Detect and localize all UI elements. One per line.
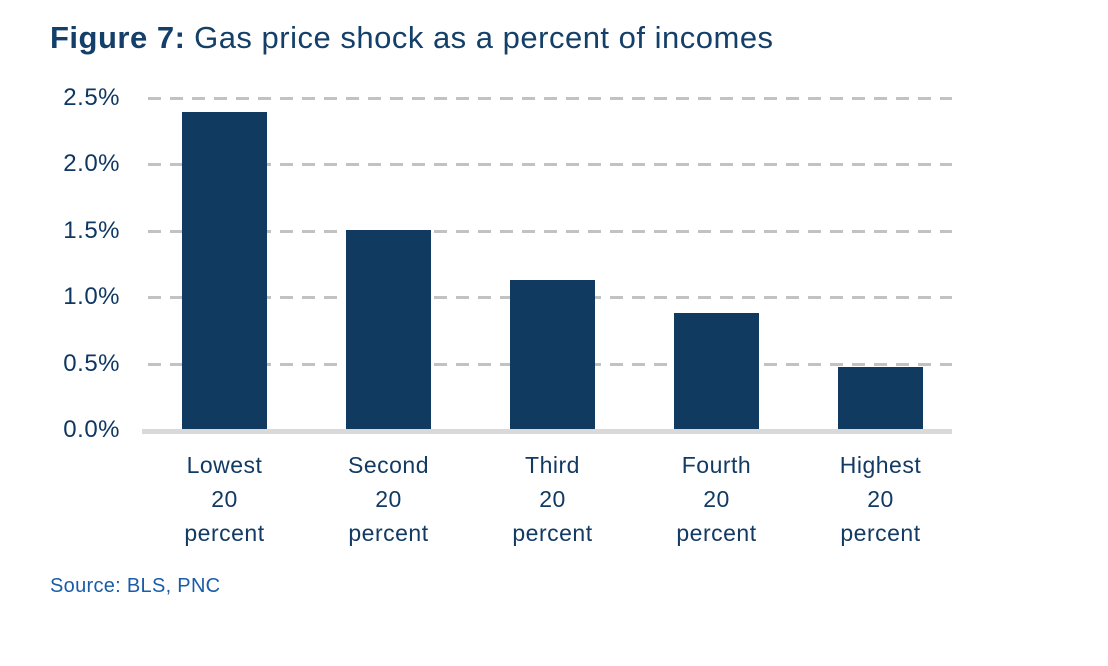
chart-title-prefix: Figure 7: [50,20,186,55]
x-category-label-1: Lowest 20 percent [184,448,264,550]
bar-4 [674,313,759,429]
gridline-2.5% [148,97,952,100]
x-category-label-line: 20 [867,486,894,512]
x-category-label-line: percent [348,520,429,546]
gridline-1.5% [148,229,952,233]
x-category-label-line: 20 [703,486,730,512]
x-category-label-line: percent [512,520,593,546]
y-tick-label-1.0%: 1.0% [63,283,120,311]
x-category-label-2: Second 20 percent [348,448,429,550]
source-note: Source: BLS, PNC [50,575,221,597]
chart-title-text: Gas price shock as a percent of incomes [194,20,774,55]
plot-area [142,97,952,434]
x-category-label-line: 20 [211,486,238,512]
chart-title: Figure 7: Gas price shock as a percent of… [50,20,774,56]
x-category-label-line: 20 [539,486,566,512]
y-tick-label-2.5%: 2.5% [63,84,120,111]
bar-2 [346,229,431,429]
x-category-label-line: percent [184,520,265,546]
y-tick-label-0.5%: 0.5% [63,349,120,377]
x-category-label-4: Fourth 20 percent [676,448,756,550]
x-category-label-3: Third 20 percent [512,448,592,550]
y-axis-labels: 0.0% 0.5% 1.0% 1.5% 2.0% 2.5% [0,84,120,443]
x-category-label-line: Second [347,452,430,478]
x-category-label-line: Fourth [681,452,752,478]
y-tick-label-1.5%: 1.5% [63,216,120,244]
gridline-2.0% [148,163,952,167]
y-tick-label-2.0%: 2.0% [63,150,120,178]
x-category-label-line: Highest [839,452,922,478]
y-tick-label-0.0%: 0.0% [63,416,120,443]
x-axis-baseline [142,429,952,434]
x-category-label-line: Third [525,452,580,478]
bar-5 [838,366,923,429]
x-category-label-line: 20 [375,486,402,512]
bar-3 [510,280,595,429]
x-axis-labels: Lowest 20 percent Second 20 percent Third 20 per… [142,448,952,558]
x-category-label-line: percent [840,520,921,546]
x-category-label-line: percent [676,520,757,546]
bar-1 [182,111,267,429]
x-category-label-5: Highest 20 percent [840,448,921,550]
x-category-label-line: Lowest [186,452,263,478]
